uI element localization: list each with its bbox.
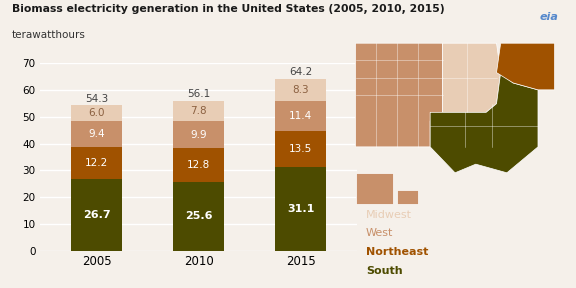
Text: 13.5: 13.5 xyxy=(289,144,313,154)
Text: 9.4: 9.4 xyxy=(88,129,105,139)
Text: 11.4: 11.4 xyxy=(289,111,313,121)
Bar xyxy=(71,179,122,251)
Polygon shape xyxy=(430,73,538,173)
Bar xyxy=(71,105,122,122)
Text: 7.8: 7.8 xyxy=(191,106,207,116)
Text: 9.9: 9.9 xyxy=(191,130,207,140)
Polygon shape xyxy=(442,43,501,112)
Text: 12.2: 12.2 xyxy=(85,158,108,168)
Polygon shape xyxy=(397,190,418,204)
Polygon shape xyxy=(355,173,393,204)
Text: South: South xyxy=(366,266,403,276)
Polygon shape xyxy=(497,43,555,90)
Bar xyxy=(173,101,224,122)
Text: Northeast: Northeast xyxy=(366,247,428,257)
Text: 54.3: 54.3 xyxy=(85,94,108,104)
Text: 12.8: 12.8 xyxy=(187,160,210,170)
Text: eia: eia xyxy=(540,12,559,22)
Bar xyxy=(275,131,327,167)
Text: 25.6: 25.6 xyxy=(185,211,213,221)
Text: 56.1: 56.1 xyxy=(187,89,210,99)
Text: Midwest: Midwest xyxy=(366,210,412,219)
Bar xyxy=(275,167,327,251)
Text: 6.0: 6.0 xyxy=(88,108,105,118)
Text: 31.1: 31.1 xyxy=(287,204,314,214)
Polygon shape xyxy=(355,43,442,147)
Text: 8.3: 8.3 xyxy=(293,85,309,95)
Text: West: West xyxy=(366,228,393,238)
Bar xyxy=(173,148,224,182)
Bar xyxy=(173,121,224,148)
Text: 64.2: 64.2 xyxy=(289,67,313,77)
Bar xyxy=(275,101,327,131)
Bar xyxy=(71,122,122,147)
Text: terawatthours: terawatthours xyxy=(12,30,85,40)
Bar xyxy=(275,79,327,101)
Bar xyxy=(173,182,224,251)
Text: Biomass electricity generation in the United States (2005, 2010, 2015): Biomass electricity generation in the Un… xyxy=(12,4,444,14)
Text: 26.7: 26.7 xyxy=(83,210,111,220)
Bar xyxy=(71,147,122,179)
